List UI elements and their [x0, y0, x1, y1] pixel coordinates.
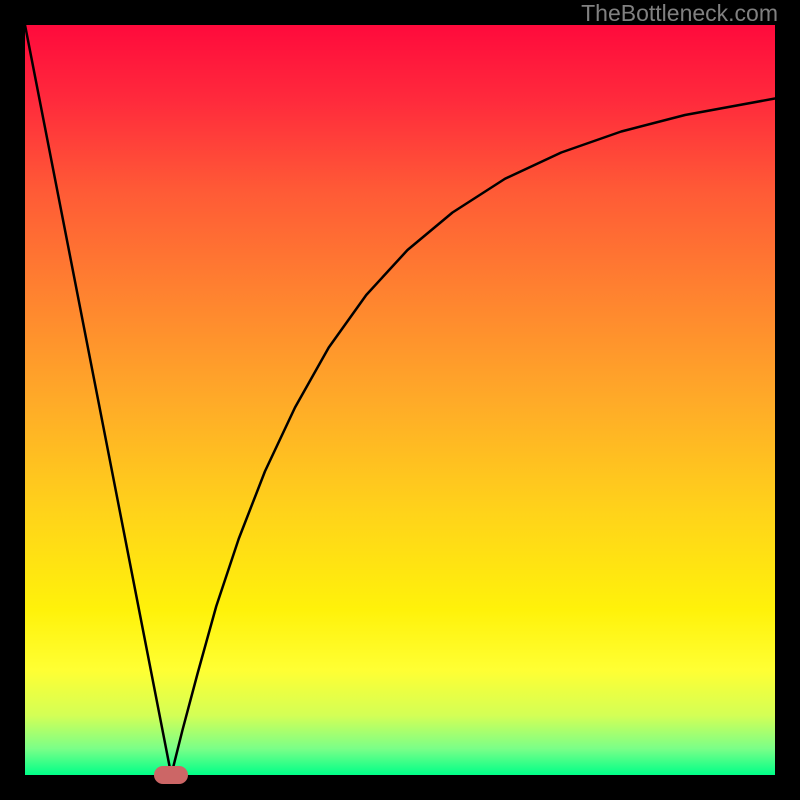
- chart-container: TheBottleneck.com: [0, 0, 800, 800]
- minimum-marker: [154, 766, 188, 784]
- watermark-text: TheBottleneck.com: [581, 0, 778, 27]
- bottleneck-curve: [25, 25, 775, 775]
- minimum-marker-shape: [154, 766, 188, 784]
- curve-svg: [25, 25, 775, 775]
